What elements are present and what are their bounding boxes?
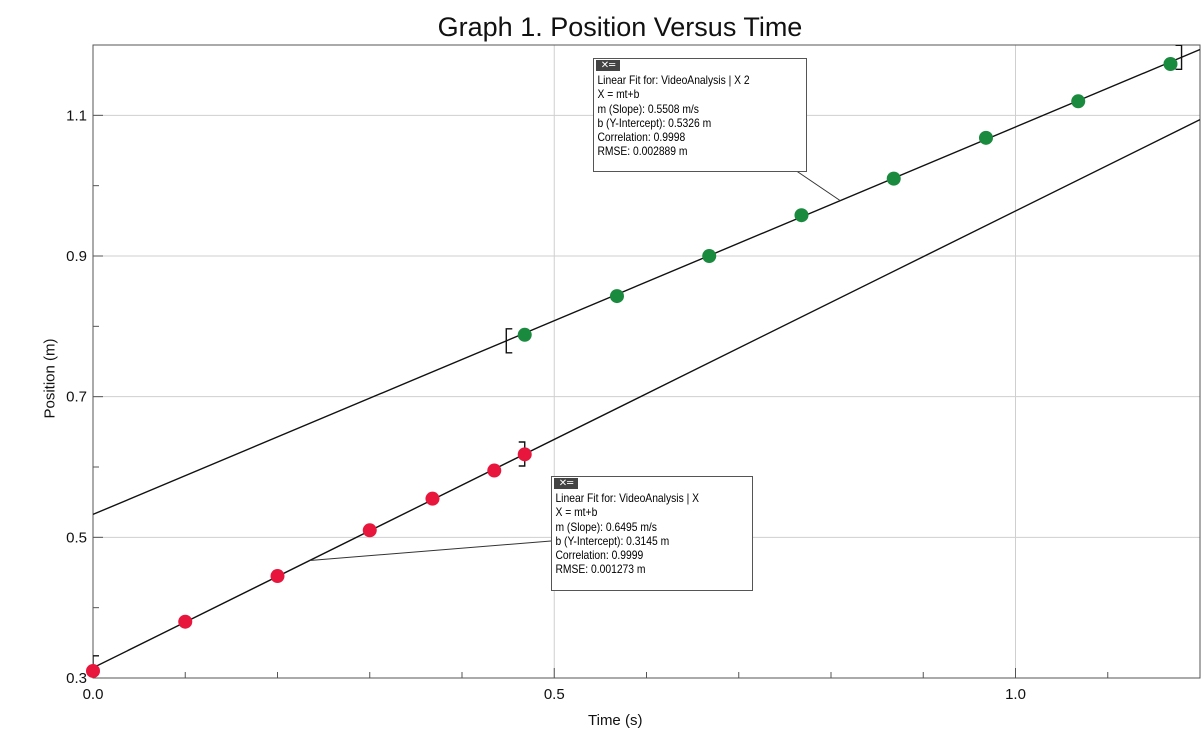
fit-x-line-5: RMSE: 0.001273 m <box>555 562 646 577</box>
fit-x-leader <box>309 540 552 561</box>
fit-x2-line-3: b (Y-Intercept): 0.5326 m <box>597 115 712 130</box>
fit-x-line-4: Correlation: 0.9999 <box>555 548 644 563</box>
y-tick-label: 0.9 <box>66 248 87 265</box>
y-tick-label: 1.1 <box>66 107 87 124</box>
x-tick-label: 0.0 <box>83 686 104 703</box>
x-tick-label: 0.5 <box>544 686 565 703</box>
chart-title: Graph 1. Position Versus Time <box>437 12 803 42</box>
fit-x2-line-4: Correlation: 0.9998 <box>597 130 686 145</box>
fit-x2-line-0: Linear Fit for: VideoAnalysis | X 2 <box>597 73 750 87</box>
fit-x-line-1: X = mt+b <box>555 505 598 520</box>
data-point-series-2 <box>1163 56 1178 71</box>
data-point-series-1 <box>362 523 377 538</box>
y-tick-label: 0.7 <box>66 389 87 406</box>
data-point-series-1 <box>270 569 285 584</box>
data-point-series-2 <box>517 327 532 342</box>
fit-x2-line-5: RMSE: 0.002889 m <box>597 144 688 159</box>
data-point-series-2 <box>1071 94 1086 109</box>
data-point-series-1 <box>517 447 532 462</box>
close-icon[interactable]: ✕═ <box>554 478 578 489</box>
close-icon[interactable]: ✕═ <box>596 60 620 71</box>
data-point-series-2 <box>794 208 809 223</box>
data-point-series-1 <box>487 463 502 478</box>
data-point-series-1 <box>425 491 440 506</box>
data-point-series-2 <box>609 289 624 304</box>
fit-line-fit-x2 <box>93 48 1200 516</box>
fit-range-bracket <box>93 655 99 678</box>
y-tick-label: 0.3 <box>66 670 87 687</box>
linear-fit-box-x[interactable]: ✕═ Linear Fit for: VideoAnalysis | X X =… <box>551 476 753 591</box>
data-point-series-1 <box>178 614 193 629</box>
fit-x-line-3: b (Y-Intercept): 0.3145 m <box>555 533 670 548</box>
fit-x-line-0: Linear Fit for: VideoAnalysis | X <box>555 491 700 505</box>
data-point-series-2 <box>702 249 717 263</box>
fit-x2-line-2: m (Slope): 0.5508 m/s <box>597 101 699 116</box>
data-point-series-1 <box>86 663 100 678</box>
y-tick-label: 0.5 <box>66 529 87 546</box>
x-tick-label: 1.0 <box>1005 686 1026 703</box>
fit-x-line-2: m (Slope): 0.6495 m/s <box>555 519 657 534</box>
y-axis-label: Position (m) <box>41 338 59 419</box>
data-point-series-2 <box>886 171 901 186</box>
linear-fit-box-x2[interactable]: ✕═ Linear Fit for: VideoAnalysis | X 2 X… <box>593 58 807 172</box>
fit-x2-line-1: X = mt+b <box>597 87 640 102</box>
fit-range-bracket <box>1175 45 1183 70</box>
x-axis-label: Time (s) <box>588 712 643 729</box>
data-point-series-2 <box>978 130 993 145</box>
fit-range-bracket <box>505 328 513 354</box>
fit-x2-leader <box>794 169 841 202</box>
